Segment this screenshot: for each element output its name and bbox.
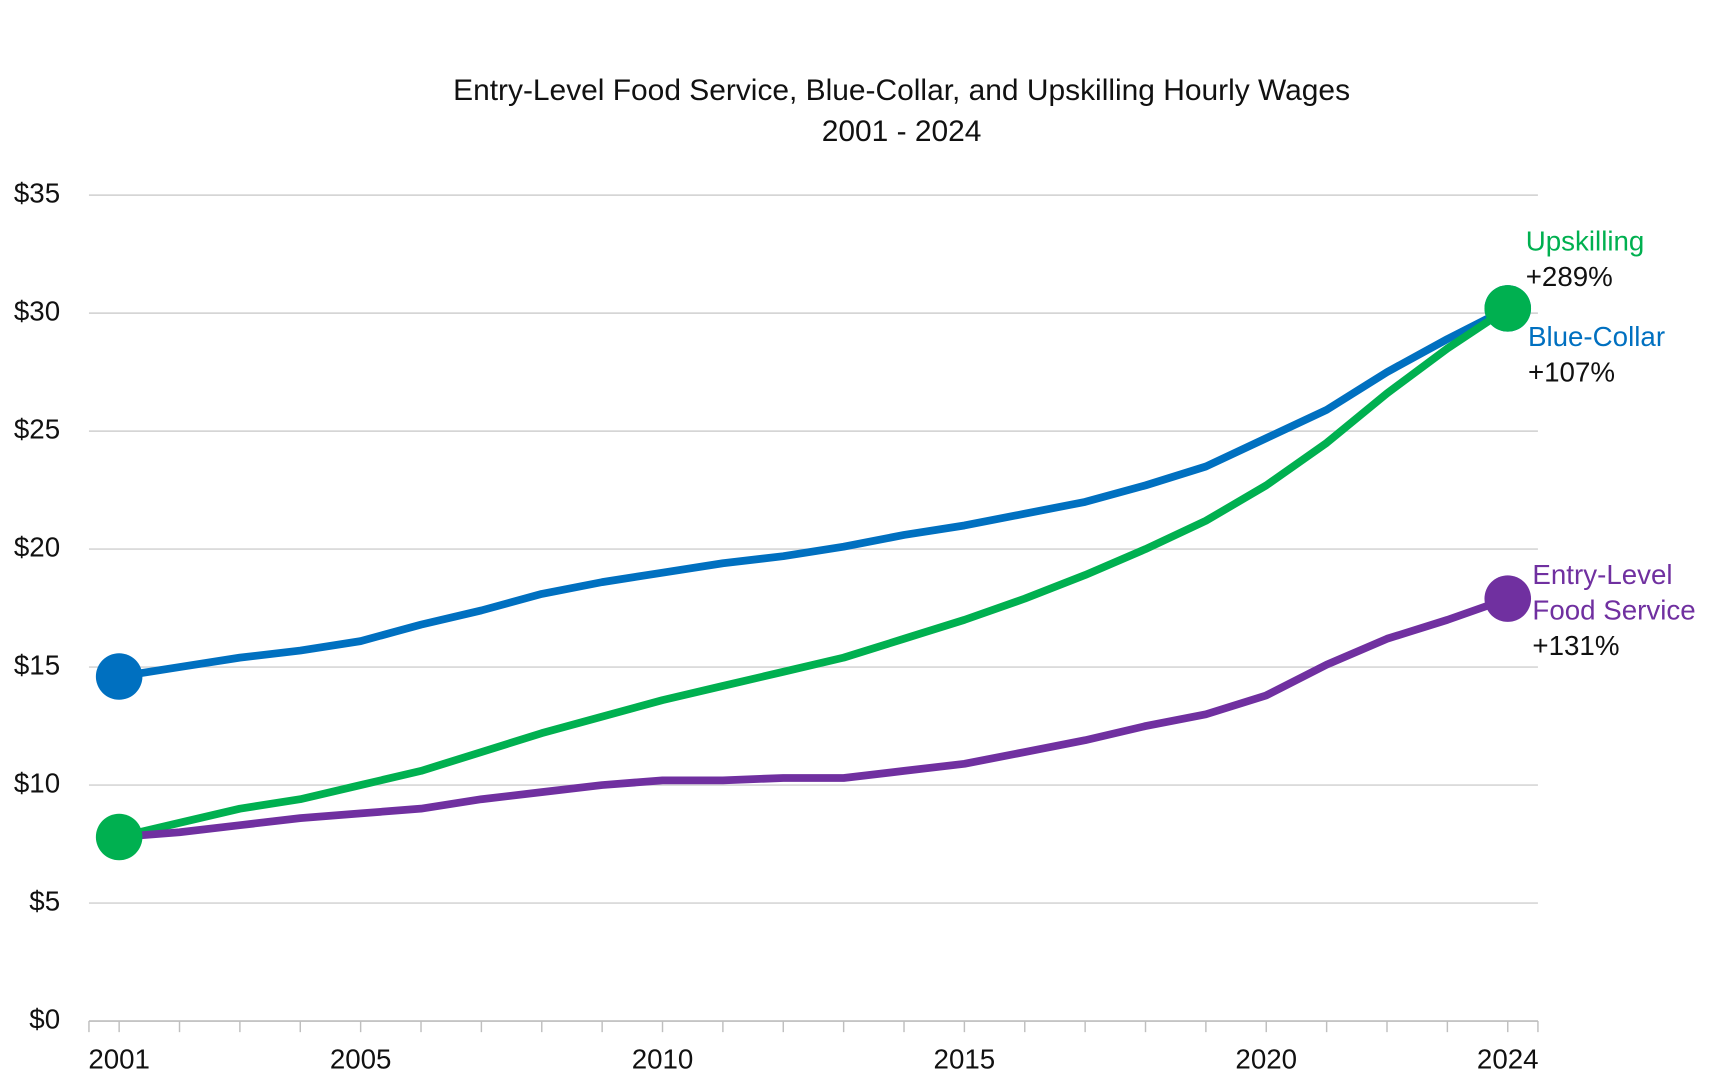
y-tick-label: $35 xyxy=(14,177,60,208)
y-tick-label: $20 xyxy=(14,531,60,562)
end-label: Upskilling+289% xyxy=(1526,224,1714,295)
x-tick-label: 2010 xyxy=(632,1043,694,1074)
series-name: Upskilling xyxy=(1525,226,1645,258)
series-name: Blue-Collar xyxy=(1527,321,1666,353)
end-label: Blue-Collar+107% xyxy=(1528,319,1716,390)
x-tick-label: 2024 xyxy=(1477,1043,1539,1074)
x-tick-label: 2001 xyxy=(88,1043,150,1074)
endpoint-dot xyxy=(1484,285,1532,332)
y-tick-label: $5 xyxy=(29,885,60,916)
chart-title: Entry-Level Food Service, Blue-Collar, a… xyxy=(453,74,1350,107)
y-tick-label: $0 xyxy=(29,1003,60,1034)
chart-subtitle: 2001 - 2024 xyxy=(822,115,982,148)
x-tick-label: 2015 xyxy=(934,1043,996,1074)
series-name: Entry-Level Food Service xyxy=(1532,559,1696,627)
endpoint-dot xyxy=(1484,575,1532,622)
series-line xyxy=(115,594,1512,841)
x-tick-label: 2005 xyxy=(330,1043,392,1074)
endpoint-dot xyxy=(95,653,143,700)
series-line xyxy=(115,304,1512,681)
end-label-box: Upskilling +289% xyxy=(1526,224,1714,295)
x-tick-label: 2020 xyxy=(1235,1043,1297,1074)
y-tick-label: $10 xyxy=(14,767,60,798)
y-tick-label: $25 xyxy=(14,413,60,444)
series-change: +289% xyxy=(1525,261,1613,293)
end-label-box: Blue-Collar +107% xyxy=(1528,319,1716,390)
series-change: +107% xyxy=(1527,356,1616,389)
y-tick-label: $30 xyxy=(14,295,60,326)
endpoint-dot xyxy=(95,813,143,861)
series-change: +131% xyxy=(1532,630,1620,662)
y-tick-label: $15 xyxy=(14,649,60,680)
series-line xyxy=(115,304,1512,841)
end-label-box: Entry-Level Food Service +131% xyxy=(1532,558,1726,664)
end-label: Entry-Level Food Service+131% xyxy=(1532,558,1726,664)
